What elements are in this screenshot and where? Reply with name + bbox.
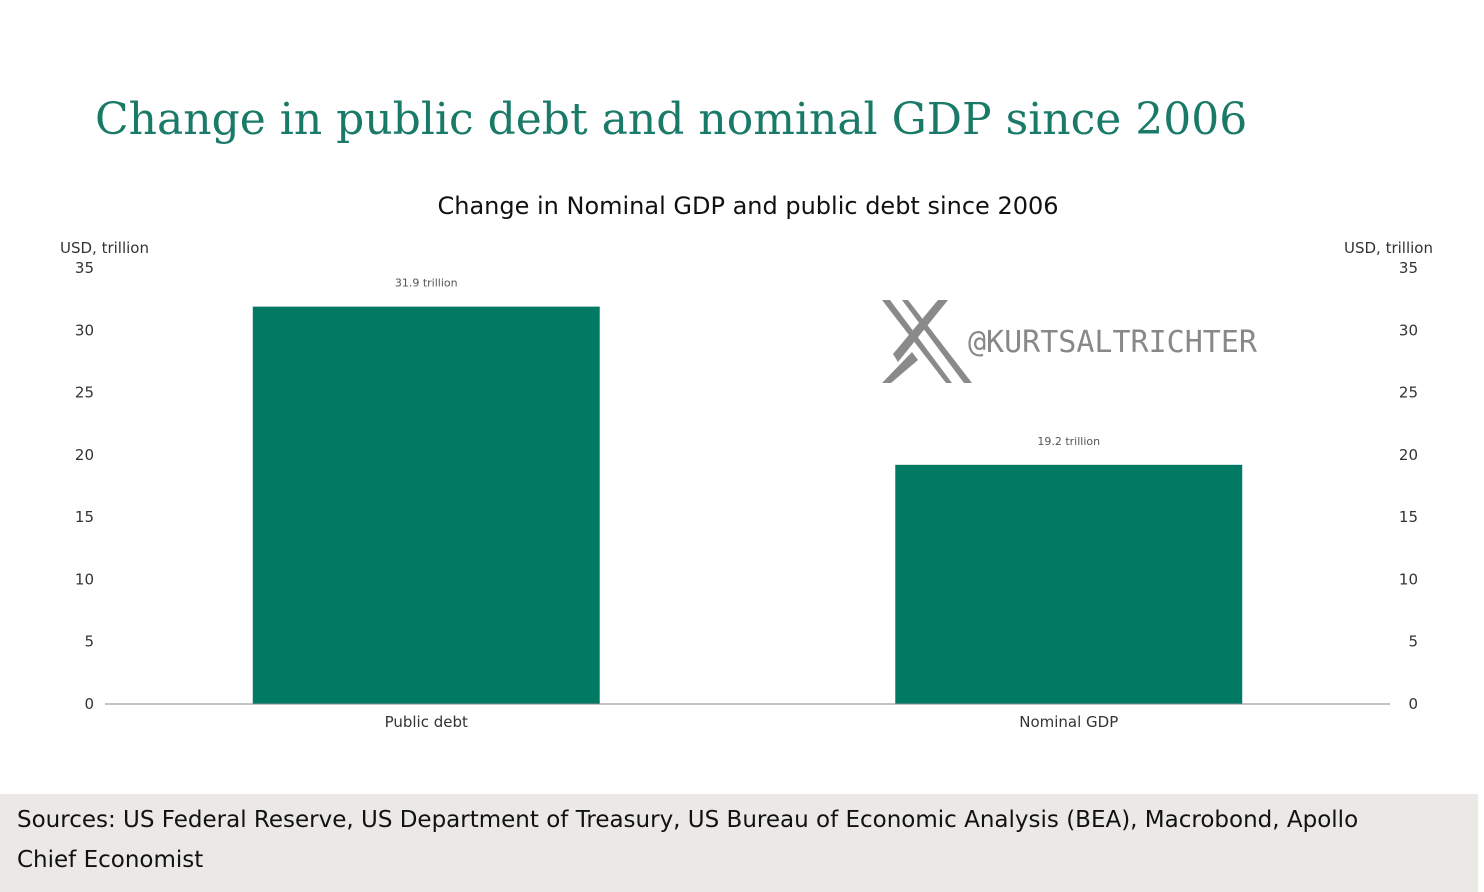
x-logo-icon: [882, 300, 972, 383]
watermark: @KURTSALTRICHTER: [882, 300, 1258, 383]
y-tick-label-left: 0: [84, 695, 94, 713]
x-tick-label: Public debt: [385, 713, 468, 731]
y-tick-label-left: 25: [75, 384, 94, 402]
y-axis-left: 0 5 10 15 20 25 30 35: [75, 259, 94, 713]
y-axis-label-right: USD, trillion: [1344, 239, 1433, 257]
y-tick-label-right: 0: [1408, 695, 1418, 713]
bar-public-debt: [252, 306, 600, 704]
bar-nominal-gdp: [895, 464, 1243, 704]
data-label: 19.2 trillion: [1037, 435, 1100, 448]
y-tick-label-left: 15: [75, 508, 94, 526]
y-tick-label-right: 5: [1408, 633, 1418, 651]
y-tick-label-right: 35: [1399, 259, 1418, 277]
y-tick-label-right: 20: [1399, 446, 1418, 464]
watermark-handle: @KURTSALTRICHTER: [968, 325, 1258, 360]
y-tick-label-left: 30: [75, 321, 94, 339]
y-axis-label-left: USD, trillion: [60, 239, 149, 257]
data-label: 31.9 trillion: [395, 277, 458, 290]
y-tick-label-left: 5: [84, 633, 94, 651]
y-tick-label-left: 35: [75, 259, 94, 277]
y-axis-right: 0 5 10 15 20 25 30 35: [1399, 259, 1418, 713]
bars: 31.9 trillion Public debt 19.2 trillion Nom…: [252, 277, 1243, 731]
x-tick-label: Nominal GDP: [1019, 713, 1118, 731]
y-tick-label-left: 20: [75, 446, 94, 464]
slide-title: Change in public debt and nominal GDP si…: [95, 94, 1248, 145]
y-tick-label-right: 25: [1399, 384, 1418, 402]
y-tick-label-right: 15: [1399, 508, 1418, 526]
sources-note: Sources: US Federal Reserve, US Departme…: [17, 807, 1359, 873]
chart-title: Change in Nominal GDP and public debt si…: [437, 192, 1059, 220]
sources-band: [0, 794, 1478, 892]
y-tick-label-right: 10: [1399, 570, 1418, 588]
y-tick-label-left: 10: [75, 570, 94, 588]
y-tick-label-right: 30: [1399, 321, 1418, 339]
